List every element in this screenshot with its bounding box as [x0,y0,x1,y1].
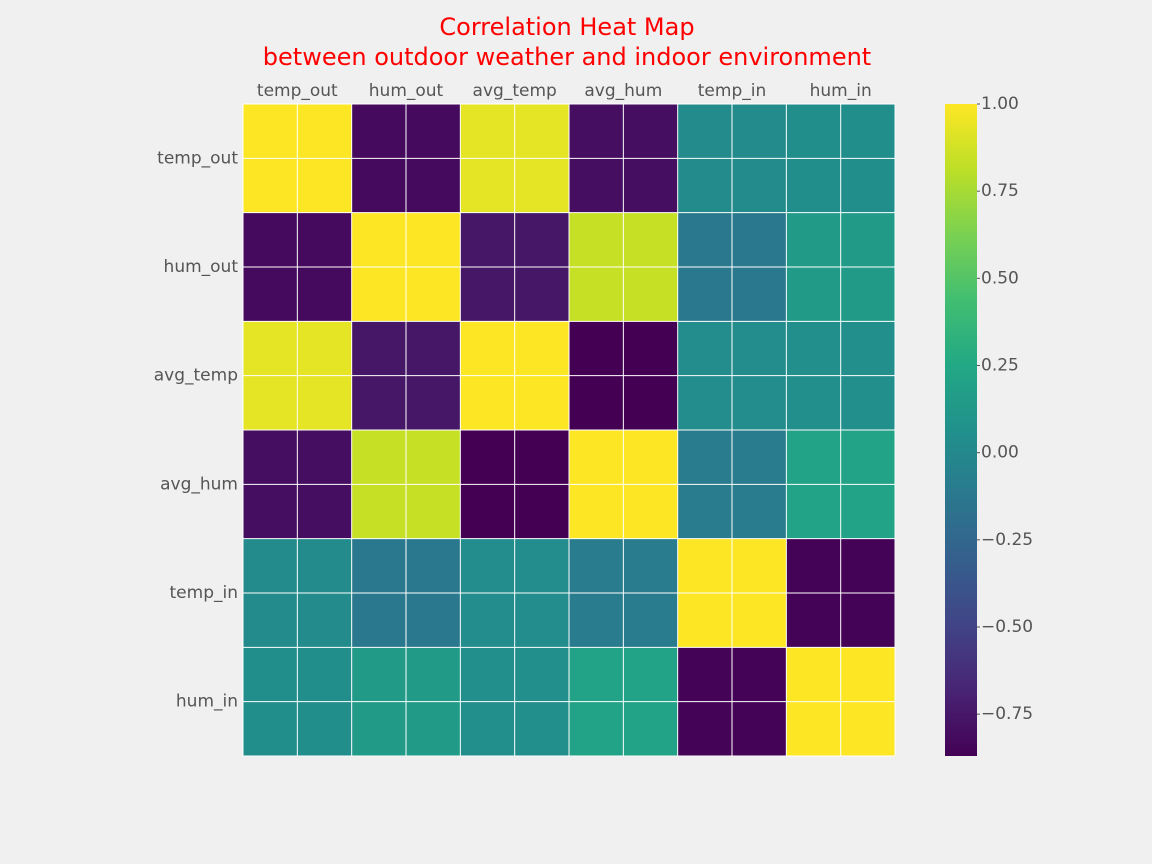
chart-title: Correlation Heat Map [439,13,694,41]
colorbar-tick-label: −0.25 [981,530,1033,550]
chart-subtitle: between outdoor weather and indoor envir… [263,43,871,71]
x-tick-label: temp_out [257,81,338,101]
colorbar-tick-label: 0.25 [981,355,1019,375]
heatmap-grid [242,103,896,757]
colorbar-tick-label: 1.00 [981,94,1019,114]
colorbar-tick-labels: 1.00 0.75 0.50 0.25 0.00 −0.25 −0.50 −0.75 [977,94,1033,724]
x-tick-label: avg_hum [584,81,662,101]
colorbar-tick-label: 0.75 [981,181,1019,201]
y-tick-label: temp_out [157,148,238,168]
y-tick-label: temp_in [170,583,238,603]
colorbar-tick-label: 0.50 [981,268,1019,288]
colorbar [945,104,977,756]
colorbar-tick-label: 0.00 [981,443,1019,463]
x-tick-label: avg_temp [473,81,557,101]
x-tick-label: hum_out [369,81,444,101]
y-tick-label: avg_hum [160,474,238,494]
y-tick-label: avg_temp [154,366,238,386]
colorbar-tick-label: −0.75 [981,704,1033,724]
colorbar-tick-label: −0.50 [981,617,1033,637]
x-tick-label: hum_in [810,81,872,101]
y-tick-labels: temp_out hum_out avg_temp avg_hum temp_inhum… [154,148,239,711]
y-tick-label: hum_out [164,257,239,277]
y-tick-label: hum_in [176,692,238,712]
x-tick-labels: temp_out hum_out avg_temp avg_hum temp_in hum… [257,81,872,101]
x-tick-label: temp_in [698,81,766,101]
